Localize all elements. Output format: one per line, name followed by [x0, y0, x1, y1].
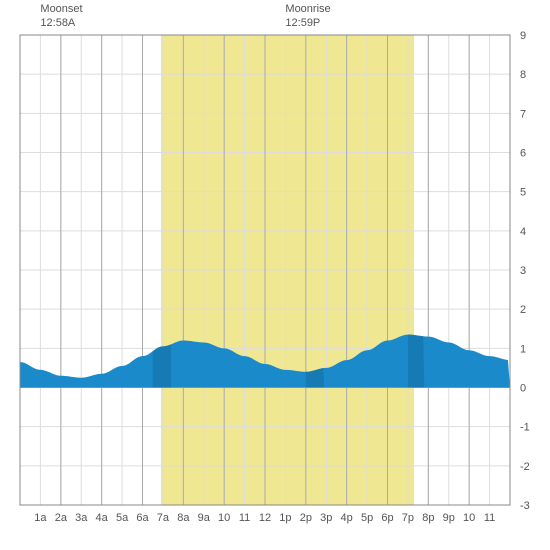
chart-svg: 1a2a3a4a5a6a7a8a9a1011121p2p3p4p5p6p7p8p… [0, 0, 550, 550]
x-tick-label: 5p [361, 512, 373, 524]
tide-chart: 1a2a3a4a5a6a7a8a9a1011121p2p3p4p5p6p7p8p… [0, 0, 550, 550]
y-tick-label: 3 [520, 265, 526, 277]
x-tick-label: 2a [55, 512, 68, 524]
x-tick-label: 3p [320, 512, 332, 524]
x-tick-label: 6a [136, 512, 149, 524]
x-tick-label: 7p [402, 512, 414, 524]
y-tick-label: 2 [520, 304, 526, 316]
x-tick-label: 10 [218, 512, 230, 524]
moonset-time: 12:58A [40, 17, 76, 29]
tide-shade [408, 335, 424, 388]
x-tick-label: 7a [157, 512, 170, 524]
x-tick-label: 6p [381, 512, 393, 524]
y-tick-label: -1 [520, 422, 530, 434]
y-tick-label: 8 [520, 69, 526, 81]
y-tick-label: 9 [520, 30, 526, 42]
x-tick-label: 4a [96, 512, 109, 524]
x-tick-label: 9a [198, 512, 211, 524]
y-tick-label: 0 [520, 383, 526, 395]
x-tick-label: 4p [341, 512, 353, 524]
x-tick-label: 8a [177, 512, 190, 524]
tide-shade [153, 344, 171, 387]
x-tick-label: 11 [239, 512, 250, 524]
x-tick-label: 3a [75, 512, 88, 524]
moonrise-time: 12:59P [285, 17, 320, 29]
y-tick-label: 5 [520, 187, 526, 199]
x-tick-label: 10 [463, 512, 475, 524]
y-tick-label: -3 [520, 500, 530, 512]
x-tick-label: 1a [34, 512, 47, 524]
y-tick-label: 1 [520, 343, 526, 355]
y-tick-label: -2 [520, 461, 530, 473]
x-tick-label: 8p [422, 512, 434, 524]
x-tick-label: 11 [484, 512, 495, 524]
moonset-title: Moonset [40, 3, 82, 15]
x-tick-label: 5a [116, 512, 129, 524]
x-tick-label: 2p [300, 512, 312, 524]
y-tick-label: 6 [520, 148, 526, 160]
y-tick-label: 7 [520, 108, 526, 120]
x-tick-label: 12 [259, 512, 271, 524]
x-tick-label: 9p [443, 512, 455, 524]
y-tick-label: 4 [520, 226, 526, 238]
moonrise-title: Moonrise [285, 3, 330, 15]
x-tick-label: 1p [279, 512, 291, 524]
